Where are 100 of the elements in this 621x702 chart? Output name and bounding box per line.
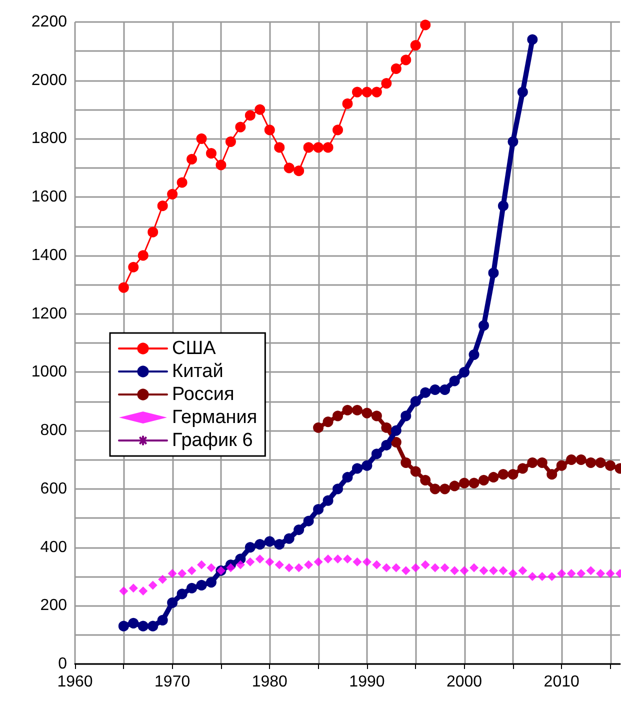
point [410, 466, 421, 477]
point [148, 226, 158, 238]
point [235, 122, 246, 132]
legend-label: Китай [172, 361, 224, 382]
point [332, 484, 344, 494]
point [119, 586, 128, 596]
point [459, 478, 470, 488]
point [178, 569, 187, 578]
point [352, 404, 362, 416]
point [197, 560, 206, 570]
point [254, 539, 266, 550]
y-tick-label: 2200 [31, 14, 68, 30]
point [236, 560, 245, 570]
point [148, 620, 158, 632]
legend-label: Россия [172, 384, 234, 405]
point [206, 148, 216, 159]
point [187, 566, 196, 576]
point [488, 472, 499, 482]
x-tick-label: 1970 [154, 674, 190, 690]
point [430, 384, 440, 395]
point [303, 516, 314, 526]
point [352, 86, 362, 98]
legend-label: График 6 [172, 430, 253, 451]
point [264, 124, 275, 136]
point [410, 40, 421, 51]
point [342, 98, 353, 109]
point [566, 569, 576, 578]
y-tick-label: 1400 [31, 246, 68, 264]
point [400, 457, 412, 468]
point [420, 387, 431, 398]
y-tick-label: 200 [40, 597, 68, 614]
point [449, 480, 460, 492]
point [274, 539, 285, 550]
point [546, 469, 558, 480]
point [498, 200, 508, 212]
point [557, 569, 566, 578]
point [157, 614, 168, 626]
point [440, 563, 450, 572]
point [255, 554, 264, 564]
x-tick-label: 1990 [349, 674, 385, 690]
y-tick-label: 400 [40, 538, 68, 556]
point [468, 478, 480, 488]
point [148, 580, 158, 590]
point [186, 582, 198, 594]
point [382, 563, 391, 572]
x-tick-label: 2010 [544, 674, 580, 690]
point [333, 554, 342, 564]
point [478, 474, 489, 486]
point [128, 584, 138, 593]
point [605, 460, 616, 471]
point [517, 463, 528, 474]
point [322, 495, 334, 506]
point [576, 569, 586, 578]
point [518, 566, 528, 576]
point [508, 136, 518, 147]
point [167, 597, 178, 608]
point [460, 566, 469, 576]
point [536, 457, 548, 468]
point [226, 563, 236, 572]
point [274, 560, 284, 570]
point [196, 580, 207, 590]
point [246, 557, 255, 566]
point [470, 563, 479, 572]
point [196, 133, 207, 144]
y-tick-label: 1800 [31, 130, 68, 148]
x-tick-label: 1960 [57, 674, 93, 690]
point [528, 572, 537, 581]
point [324, 554, 333, 564]
y-tick-label: 1600 [31, 188, 68, 206]
point [265, 557, 274, 566]
point [176, 588, 188, 600]
point [400, 410, 412, 422]
point [371, 448, 382, 460]
point [313, 422, 324, 433]
point [332, 410, 344, 422]
point [390, 63, 402, 74]
point [430, 484, 440, 494]
point [576, 454, 586, 465]
point [362, 460, 372, 471]
point [167, 188, 178, 200]
point [254, 104, 266, 115]
point [206, 563, 216, 572]
point [372, 560, 382, 570]
point [556, 460, 567, 471]
point [566, 454, 577, 465]
point [304, 560, 314, 570]
y-tick-label: 800 [40, 422, 68, 440]
point [168, 569, 177, 578]
point [586, 566, 596, 576]
point [450, 566, 460, 576]
y-tick-label: 1000 [31, 364, 68, 381]
point [322, 142, 334, 153]
point [138, 250, 148, 261]
point [420, 20, 431, 30]
point [478, 320, 489, 331]
point [420, 560, 430, 570]
point [381, 78, 392, 89]
point [118, 282, 129, 293]
point [420, 474, 431, 486]
y-tick-label: 0 [58, 656, 68, 672]
